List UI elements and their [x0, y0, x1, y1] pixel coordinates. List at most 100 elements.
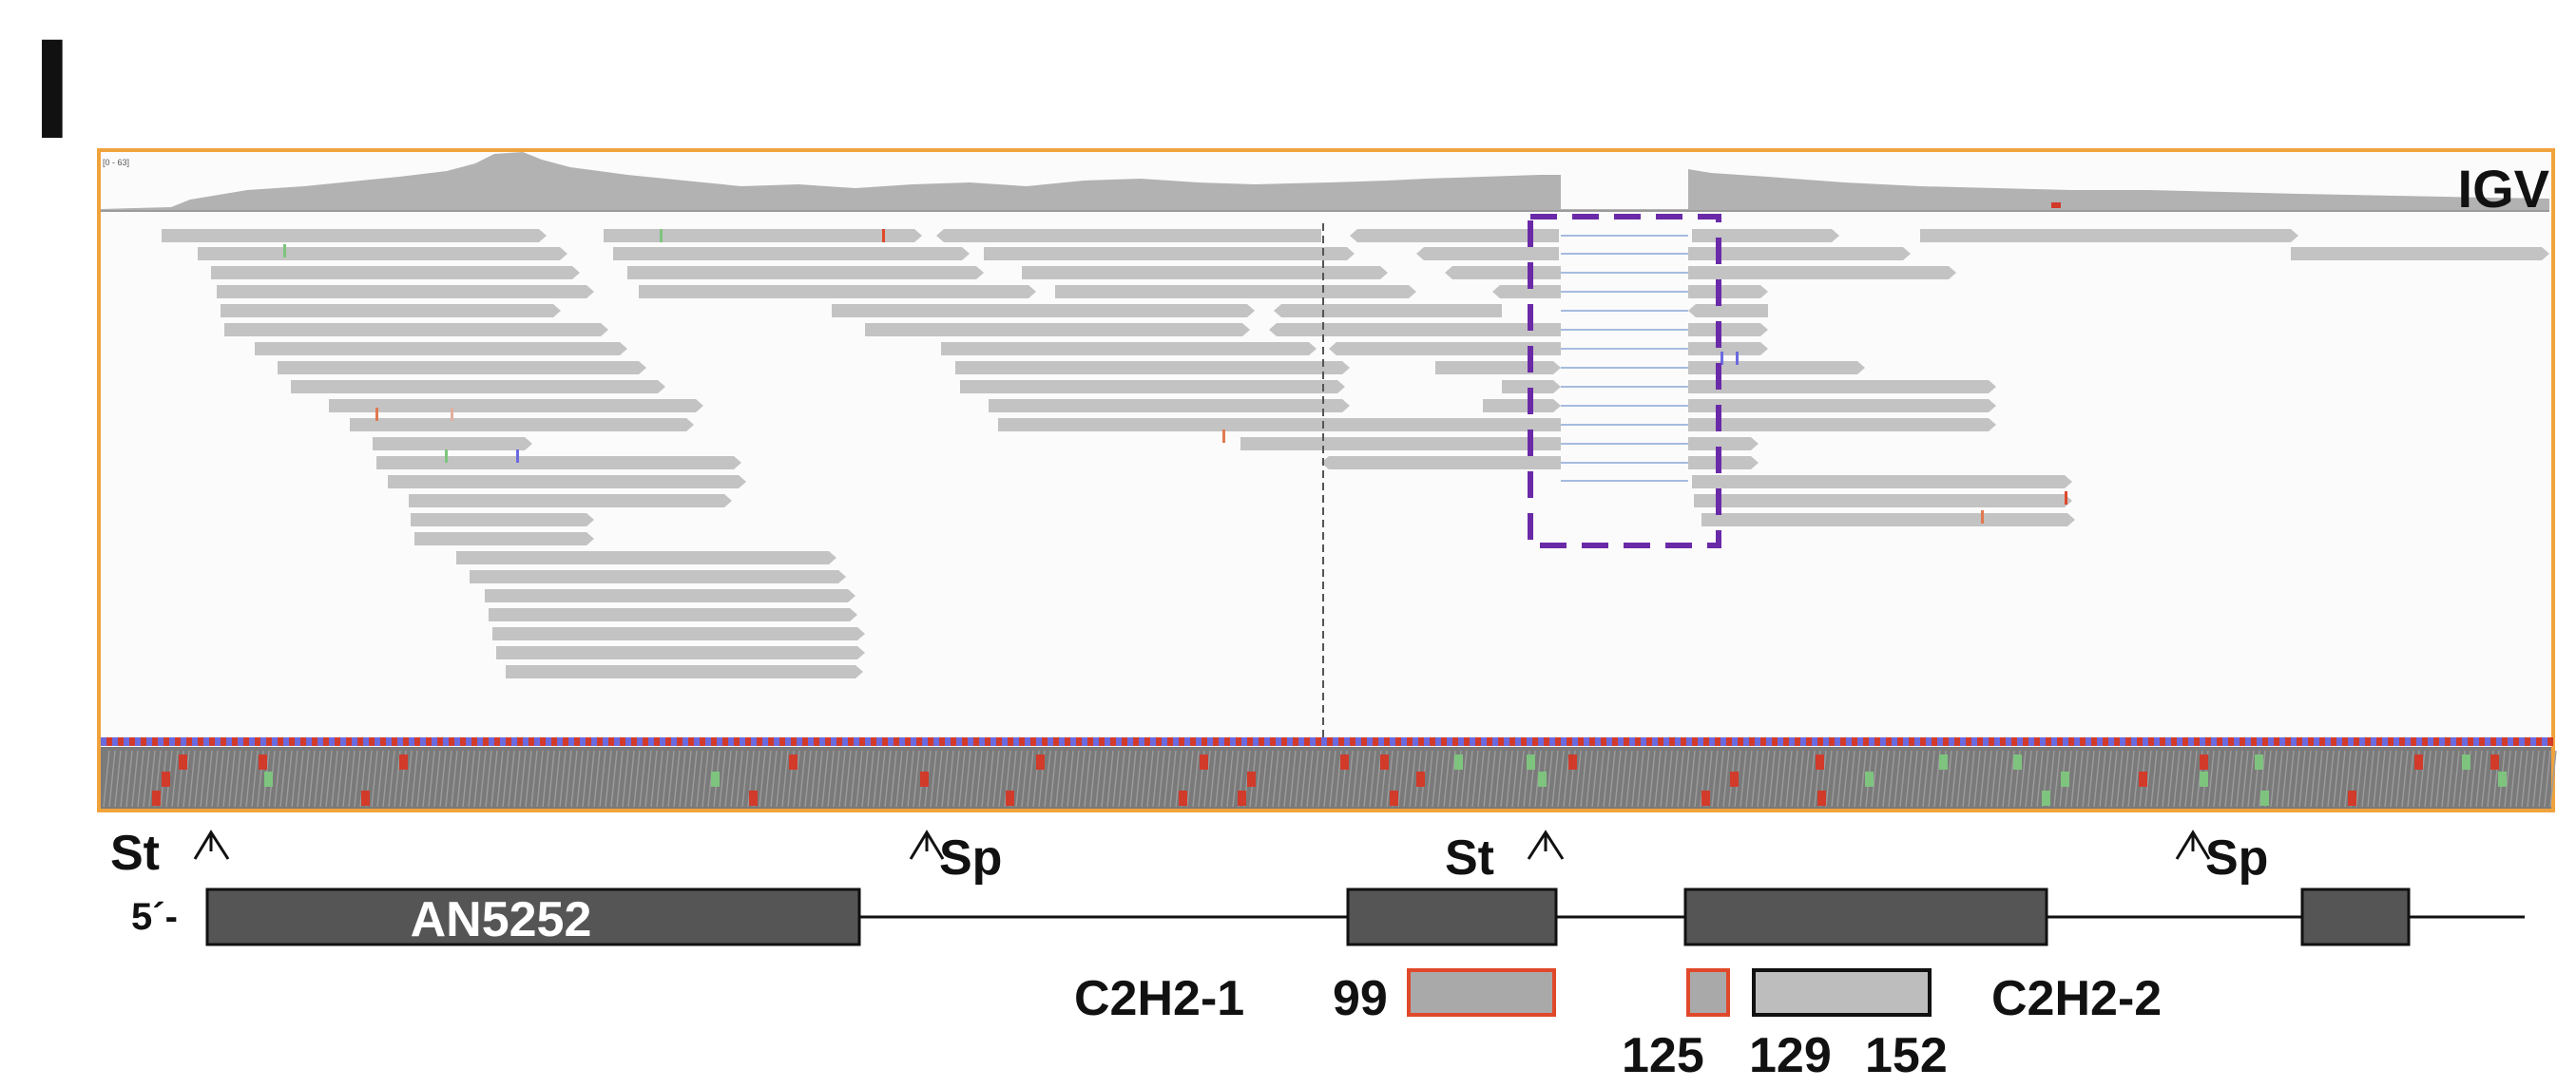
sequence-hatch [576, 750, 584, 808]
base [2154, 737, 2160, 746]
sequence-hatch [667, 750, 675, 808]
base [1338, 737, 1344, 746]
sequence-hatch [1711, 750, 1719, 808]
base [1253, 737, 1259, 746]
read [613, 247, 970, 260]
sequence-hatch [2504, 750, 2511, 808]
variant-mark [749, 791, 758, 806]
sequence-hatch [1278, 750, 1285, 808]
base [671, 737, 677, 746]
read [1688, 304, 1768, 317]
base [477, 737, 483, 746]
base [785, 737, 791, 746]
sequence-hatch [354, 750, 361, 808]
base [905, 737, 911, 746]
base [882, 737, 888, 746]
base [2091, 737, 2097, 746]
base [1932, 737, 1937, 746]
base [1749, 737, 1755, 746]
sequence-hatch [473, 750, 481, 808]
sequence-hatch [570, 750, 578, 808]
base [369, 737, 375, 746]
sequence-hatch [1922, 750, 1930, 808]
base [1213, 737, 1219, 746]
read-mismatch [451, 408, 453, 421]
sequence-hatch [462, 750, 470, 808]
base [346, 737, 352, 746]
base [363, 737, 369, 746]
sequence-hatch [2384, 750, 2392, 808]
sequence-hatch [428, 750, 435, 808]
base [591, 737, 597, 746]
base [1481, 737, 1487, 746]
read [955, 361, 1350, 374]
sequence-hatch [1255, 750, 1262, 808]
sequence-hatch [183, 750, 190, 808]
base [1430, 737, 1435, 746]
sequence-hatch [1283, 750, 1291, 808]
sequence-hatch [1289, 750, 1297, 808]
base [1293, 737, 1298, 746]
read [221, 304, 561, 317]
sequence-hatch [2441, 750, 2449, 808]
sequence-hatch [907, 750, 914, 808]
base [192, 737, 198, 746]
sequence-hatch [445, 750, 452, 808]
base [757, 737, 762, 746]
base [255, 737, 260, 746]
sequence-hatch [599, 750, 606, 808]
base [1515, 737, 1521, 746]
base [2393, 737, 2399, 746]
sequence-hatch [314, 750, 321, 808]
base [2182, 737, 2188, 746]
base [2439, 737, 2445, 746]
read [639, 285, 1036, 298]
base [1675, 737, 1681, 746]
exon-1 [205, 888, 861, 946]
base [1361, 737, 1367, 746]
sequence-hatch [439, 750, 447, 808]
sequence-hatch [2184, 750, 2192, 808]
base [1612, 737, 1618, 746]
sequence-hatch [833, 750, 840, 808]
sequence-hatch [2527, 750, 2534, 808]
base [1418, 737, 1424, 746]
sequence-hatch [2099, 750, 2106, 808]
sequence-hatch [148, 750, 156, 808]
base [2547, 737, 2553, 746]
base [1390, 737, 1395, 746]
sequence-hatch [2236, 750, 2243, 808]
read [627, 266, 984, 279]
sequence-hatch [2247, 750, 2255, 808]
base [2302, 737, 2308, 746]
base [911, 737, 916, 746]
base [323, 737, 329, 746]
sequence-hatch [913, 750, 920, 808]
sequence-hatch [1426, 750, 1433, 808]
sequence-hatch [850, 750, 857, 808]
coverage-track [101, 152, 2549, 211]
read [211, 266, 580, 279]
base [340, 737, 346, 746]
base [1173, 737, 1179, 746]
sequence-hatch [1888, 750, 1895, 808]
sequence-hatch [1460, 750, 1468, 808]
base [1971, 737, 1977, 746]
base [774, 737, 779, 746]
sequence-hatch [1078, 750, 1086, 808]
sequence-hatch [2213, 750, 2220, 808]
base [1567, 737, 1572, 746]
sequence-hatch [1272, 750, 1279, 808]
base [620, 737, 625, 746]
base [1835, 737, 1840, 746]
base [2262, 737, 2268, 746]
sequence-hatch [1169, 750, 1177, 808]
base [1464, 737, 1470, 746]
sequence-hatch [1192, 750, 1200, 808]
base [2211, 737, 2217, 746]
sequence-hatch [593, 750, 601, 808]
gene-model: 5´- AN5252 [131, 888, 2525, 947]
sequence-hatch [1643, 750, 1650, 808]
sequence-hatch [2133, 750, 2141, 808]
base [1601, 737, 1606, 746]
